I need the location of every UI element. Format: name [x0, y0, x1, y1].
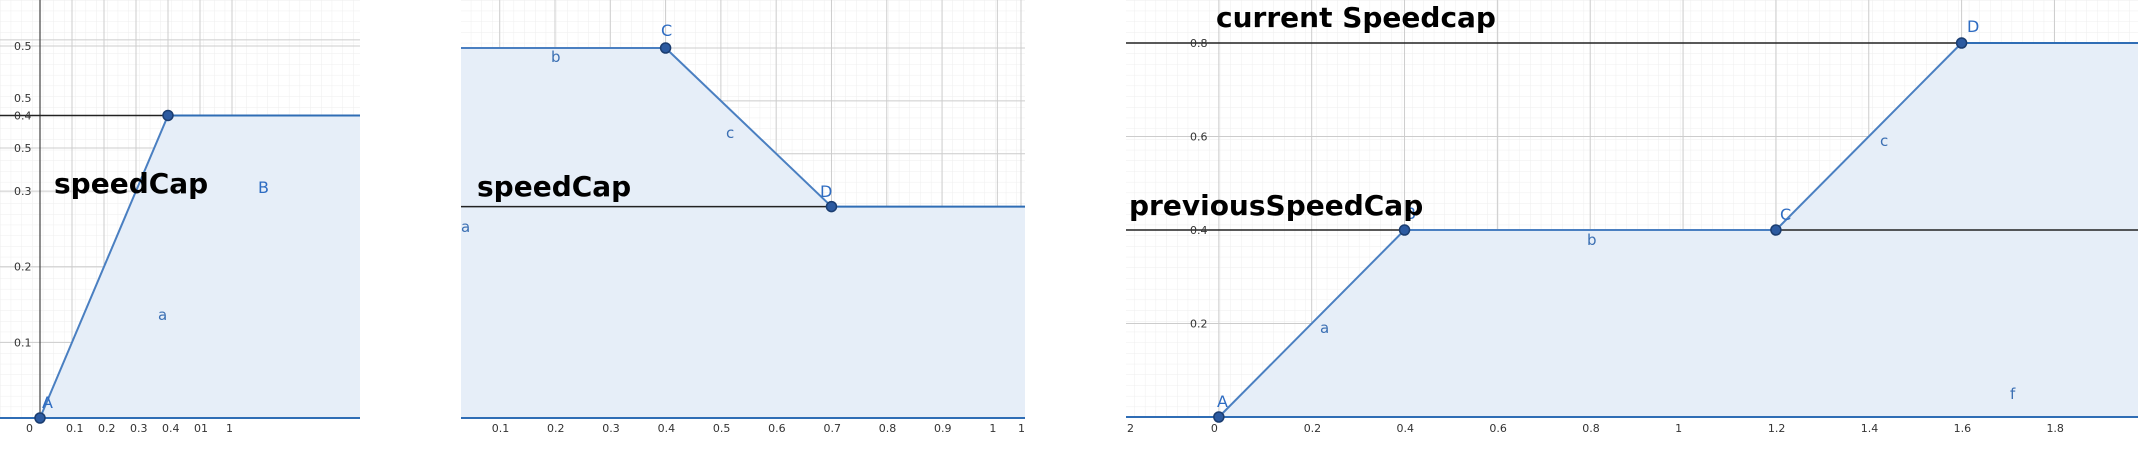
x-tick-label: 1 [1018, 422, 1025, 435]
y-tick-label: 0.6 [1190, 131, 1208, 144]
current-speedcap-label: current Speedcap [1216, 1, 1496, 34]
point-B [1398, 224, 1411, 236]
segment-label-a: a [1320, 319, 1329, 337]
x-tick-label: 1.8 [2046, 422, 2064, 435]
x-tick-label: 0.4 [658, 422, 676, 435]
y-tick-label: 0.1 [14, 336, 32, 349]
segment-label-a: a [158, 306, 167, 324]
point-label-C: C [1780, 205, 1791, 224]
y-tick-label: 0.5 [14, 92, 32, 105]
point-label-A: A [1217, 392, 1228, 411]
x-tick-label: 0.8 [879, 422, 897, 435]
segment-a [39, 115, 169, 419]
segment-label-b: b [551, 48, 561, 66]
x-tick-label: 01 [194, 422, 208, 435]
speedcap-label: speedCap [477, 170, 631, 203]
y-tick-label: 0.4 [14, 109, 32, 122]
x-tick-label: 1 [226, 422, 233, 435]
point-label-D: D [820, 182, 832, 201]
x-tick-label: 0.4 [1397, 422, 1415, 435]
x-tick-label: 1 [989, 422, 996, 435]
x-tick-label: 0.4 [162, 422, 180, 435]
y-tick-label: 0.3 [14, 185, 32, 198]
segment-label-c: c [1880, 132, 1888, 150]
point-D [825, 200, 838, 213]
y-tick-label: 0.8 [1190, 37, 1208, 50]
segment-a [1218, 229, 1406, 418]
x-tick-label: 0.3 [602, 422, 620, 435]
segment-label-a: a [461, 218, 470, 236]
y-tick-label: 0.5 [14, 142, 32, 155]
x-tick-label: 0.2 [1304, 422, 1322, 435]
x-tick-label: 1.4 [1861, 422, 1879, 435]
x-tick-label: 0.6 [768, 422, 786, 435]
x-tick-label: 0.9 [934, 422, 952, 435]
y-tick-label: 0.2 [14, 261, 32, 274]
segment-label-b: b [1587, 231, 1597, 249]
x-tick-label: 0 [1211, 422, 1218, 435]
x-tick-label: 0.3 [130, 422, 148, 435]
x-tick-label: 0.6 [1489, 422, 1507, 435]
point-label-C: C [661, 21, 672, 40]
x-tick-label: 0.1 [492, 422, 510, 435]
point-A [1213, 411, 1225, 423]
x-tick-label: 2 [1127, 422, 1134, 435]
segment-c [1775, 42, 1963, 231]
y-tick-label: 0.5 [14, 40, 32, 53]
segment-c [664, 47, 833, 208]
x-tick-label: 0.1 [66, 422, 84, 435]
point-label-A: A [42, 393, 53, 412]
previous-speedcap-label: previousSpeedCap [1129, 189, 1423, 222]
shaded-region [461, 48, 1025, 418]
y-tick-label: 0.2 [1190, 318, 1208, 331]
point-A [34, 412, 46, 424]
x-tick-label: 0.2 [98, 422, 116, 435]
x-tick-label: 0.2 [547, 422, 565, 435]
x-tick-label: 0.5 [713, 422, 731, 435]
x-tick-label: 0.8 [1582, 422, 1600, 435]
point-C [1770, 224, 1782, 236]
speedcap-label: speedCap [54, 167, 208, 200]
segment-label-f: f [2010, 385, 2016, 403]
point-D [1955, 37, 1968, 49]
shaded-region [40, 115, 360, 419]
y-tick-label: 0.4 [1190, 224, 1208, 237]
x-tick-label: 1 [1675, 422, 1682, 435]
x-tick-label: 1.2 [1768, 422, 1786, 435]
point-label-D: D [1967, 17, 1979, 36]
x-tick-label: 0.7 [823, 422, 841, 435]
point-C [659, 42, 672, 54]
x-tick-label: 0 [26, 422, 33, 435]
point-label-B: B [258, 178, 269, 197]
point-B [162, 109, 174, 122]
segment-label-c: c [726, 124, 734, 142]
point-label-B: B [1405, 204, 1416, 223]
x-tick-label: 1.6 [1954, 422, 1972, 435]
